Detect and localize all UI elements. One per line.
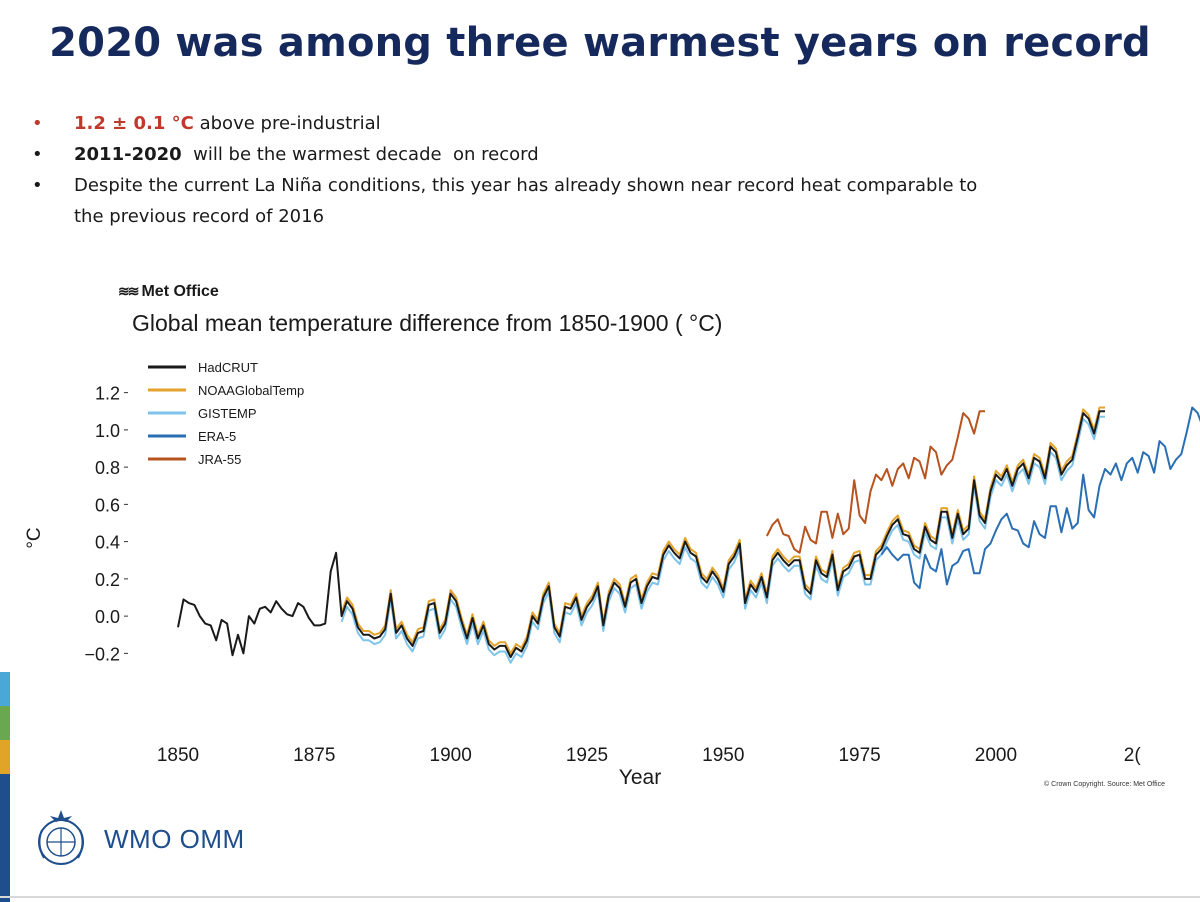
series-line-noaaglobaltemp — [340, 406, 1105, 655]
bullet-list: • 1.2 ± 0.1 °C above pre-industrial • 20… — [28, 108, 1178, 232]
x-tick-label: 2000 — [975, 745, 1017, 766]
copyright-credit: © Crown Copyright. Source: Met Office — [1044, 780, 1165, 788]
strip-segment — [0, 706, 10, 740]
y-axis-label: °C — [24, 527, 45, 548]
bullet-dot: • — [32, 175, 43, 196]
bottom-divider — [0, 896, 1200, 898]
x-tick-label: 2( — [1124, 745, 1142, 766]
bullet-item: • Despite the current La Niña conditions… — [28, 170, 1178, 232]
bullet-dot: • — [32, 144, 43, 165]
y-tick-label: 0.4 — [95, 533, 120, 553]
x-tick-label: 1850 — [157, 745, 199, 766]
y-tick-label: 0.0 — [95, 607, 120, 627]
y-tick-label: 0.6 — [95, 495, 120, 515]
met-office-logo: ≋≋ Met Office — [118, 283, 219, 301]
x-tick-label: 1975 — [838, 745, 880, 766]
x-tick-label: 1950 — [702, 745, 744, 766]
strip-segment — [0, 740, 10, 774]
met-office-wave-icon: ≋≋ — [118, 283, 140, 299]
series-line-era-5 — [880, 406, 1200, 590]
bullet-text: above pre-industrial — [193, 113, 381, 134]
wmo-logo: WMO OMM — [30, 808, 245, 870]
chart-title: Global mean temperature difference from … — [132, 310, 722, 336]
legend-label: HadCRUT — [198, 360, 258, 375]
legend-label: ERA-5 — [198, 429, 236, 444]
legend-label: NOAAGlobalTemp — [198, 383, 304, 398]
y-tick-label: 0.8 — [95, 458, 120, 478]
bullet-text: will be the warmest decade on record — [181, 144, 539, 165]
series-line-hadcrut — [177, 410, 1105, 659]
brand-color-strip — [0, 672, 10, 902]
y-tick-label: 1.2 — [95, 384, 120, 404]
bullet-text: Despite the current La Niña conditions, … — [74, 175, 978, 196]
bullet-text-continued: the previous record of 2016 — [74, 206, 325, 227]
y-tick-label: 1.0 — [95, 421, 120, 441]
bullet-item: • 2011-2020 will be the warmest decade o… — [28, 139, 1178, 170]
legend-label: JRA-55 — [198, 452, 241, 467]
temperature-chart: Global mean temperature difference from … — [24, 310, 1200, 789]
decade-label: 2011-2020 — [74, 144, 182, 165]
strip-segment — [0, 672, 10, 706]
x-tick-label: 1925 — [566, 745, 608, 766]
strip-segment — [0, 774, 10, 902]
wmo-emblem-icon — [38, 810, 84, 865]
wmo-label: WMO OMM — [104, 823, 245, 854]
y-tick-label: 0.2 — [95, 570, 120, 590]
slide-title: 2020 was among three warmest years on re… — [49, 20, 1151, 66]
met-office-label: Met Office — [141, 283, 219, 300]
x-tick-label: 1875 — [293, 745, 335, 766]
series-line-gistemp — [340, 415, 1105, 664]
bullet-item: • 1.2 ± 0.1 °C above pre-industrial — [28, 108, 1178, 139]
x-axis-label: Year — [619, 766, 661, 789]
anomaly-value: 1.2 ± 0.1 °C — [74, 113, 194, 134]
y-tick-label: −0.2 — [84, 644, 120, 664]
bullet-dot: • — [32, 113, 43, 134]
x-tick-label: 1900 — [430, 745, 472, 766]
series-line-jra-55 — [766, 410, 985, 554]
legend-label: GISTEMP — [198, 406, 257, 421]
